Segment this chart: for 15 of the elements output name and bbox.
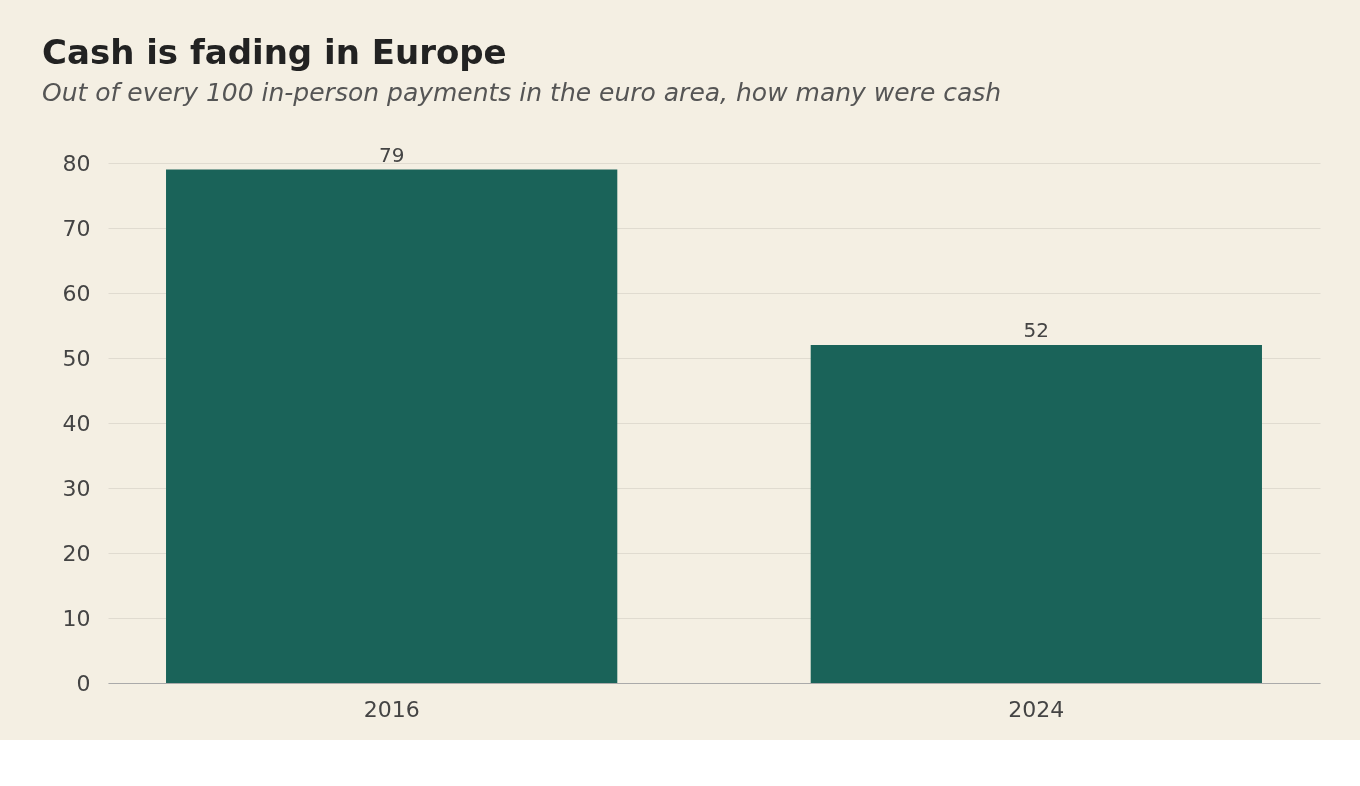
y-tick-label: 70 — [62, 215, 91, 241]
chart-subtitle: Out of every 100 in-person payments in the euro area, how many were cash — [42, 77, 1002, 107]
chart-title: Cash is fading in Europe — [42, 31, 507, 72]
y-tick-label: 10 — [62, 605, 91, 631]
x-tick-label: 2024 — [1008, 696, 1065, 722]
y-tick-label: 80 — [62, 150, 91, 176]
data-label: 79 — [378, 142, 405, 167]
x-tick-label: 2016 — [363, 696, 420, 722]
y-tick-label: 50 — [62, 345, 91, 371]
y-tick-label: 30 — [62, 475, 91, 501]
y-tick-label: 0 — [76, 670, 91, 696]
y-tick-label: 40 — [62, 410, 91, 436]
y-tick-label: 20 — [62, 540, 91, 566]
y-tick-label: 60 — [62, 280, 91, 306]
data-label: 52 — [1023, 318, 1050, 342]
